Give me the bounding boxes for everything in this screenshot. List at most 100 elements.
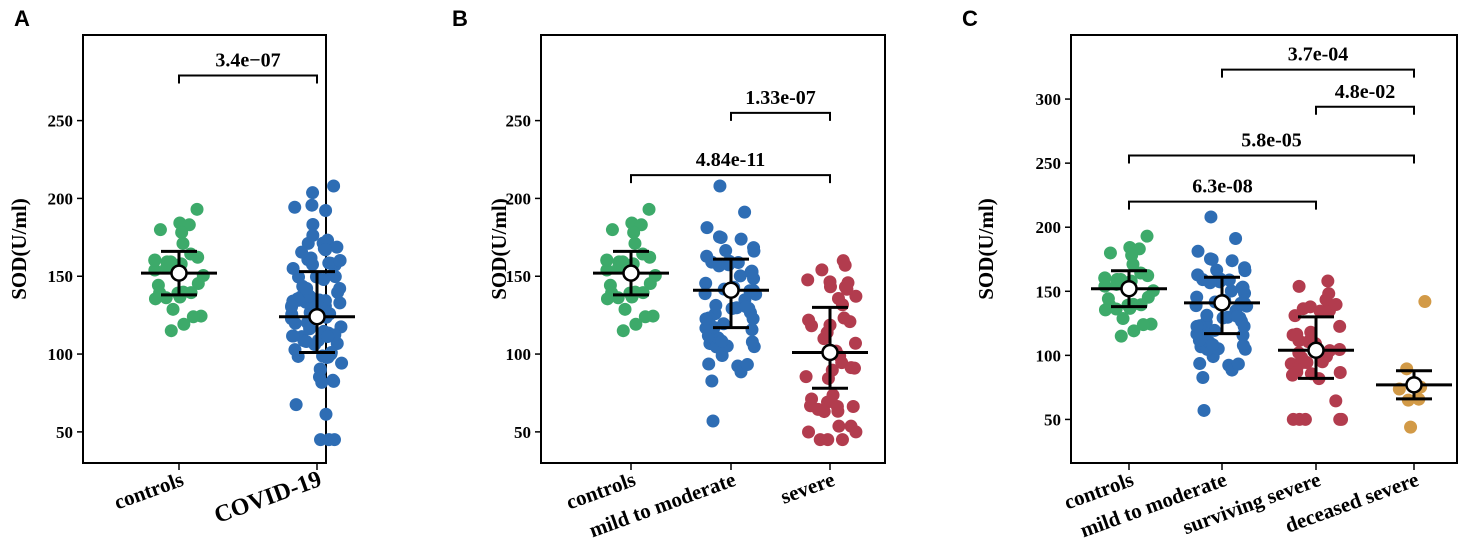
data-point bbox=[321, 330, 335, 344]
data-point bbox=[746, 312, 760, 326]
data-point bbox=[643, 276, 657, 290]
data-point bbox=[317, 273, 331, 287]
data-point bbox=[312, 370, 326, 384]
data-point bbox=[719, 244, 733, 258]
panel-letter: B bbox=[452, 6, 468, 31]
data-point bbox=[747, 244, 761, 258]
data-point bbox=[740, 358, 754, 372]
y-tick-label: 150 bbox=[506, 267, 532, 286]
data-point bbox=[820, 326, 834, 340]
data-point bbox=[330, 240, 344, 254]
data-point bbox=[1315, 355, 1329, 369]
data-point bbox=[843, 315, 857, 329]
data-point bbox=[319, 243, 333, 257]
data-point bbox=[835, 433, 849, 447]
mean-marker bbox=[821, 343, 839, 362]
x-category-label: severe bbox=[777, 467, 837, 509]
data-point bbox=[322, 256, 336, 270]
data-point bbox=[286, 329, 300, 343]
data-point bbox=[1298, 412, 1312, 426]
data-point bbox=[699, 321, 713, 335]
p-value-label: 5.8e-05 bbox=[1241, 129, 1302, 151]
data-point bbox=[304, 251, 318, 265]
data-point bbox=[306, 186, 320, 200]
significance-bracket bbox=[1221, 68, 1415, 78]
data-point bbox=[1103, 246, 1117, 260]
data-point bbox=[745, 335, 759, 349]
y-axis-title: SOD(U/ml) bbox=[974, 198, 998, 300]
data-point bbox=[699, 312, 713, 326]
y-tick-label: 200 bbox=[1036, 218, 1062, 237]
y-tick-label: 50 bbox=[514, 423, 531, 442]
data-point bbox=[184, 247, 198, 261]
data-point bbox=[1404, 420, 1418, 434]
data-point bbox=[817, 405, 831, 419]
data-point bbox=[835, 356, 849, 370]
data-point bbox=[305, 198, 319, 212]
data-point bbox=[712, 259, 726, 273]
data-point bbox=[849, 289, 863, 303]
data-point bbox=[1329, 394, 1343, 408]
data-point bbox=[699, 276, 713, 290]
data-point bbox=[1288, 309, 1302, 323]
data-point bbox=[1321, 274, 1335, 288]
data-point bbox=[813, 433, 827, 447]
data-point bbox=[823, 280, 837, 294]
data-point bbox=[299, 335, 313, 349]
p-value-label: 3.4e−07 bbox=[215, 49, 280, 71]
data-point bbox=[1236, 281, 1250, 295]
data-point bbox=[301, 236, 315, 250]
data-point bbox=[1222, 273, 1236, 287]
data-point bbox=[1400, 362, 1414, 376]
data-point bbox=[1231, 357, 1245, 371]
data-point bbox=[319, 203, 333, 217]
data-point bbox=[1136, 318, 1150, 332]
data-point bbox=[1200, 308, 1214, 322]
data-point bbox=[706, 414, 720, 428]
data-point bbox=[303, 322, 317, 336]
y-tick-label: 300 bbox=[1036, 90, 1062, 109]
data-point bbox=[600, 292, 614, 306]
data-point bbox=[284, 312, 298, 326]
panel-letter: A bbox=[14, 6, 30, 31]
data-point bbox=[333, 281, 347, 295]
y-tick-label: 100 bbox=[1036, 346, 1062, 365]
data-point bbox=[1285, 368, 1299, 382]
mean-marker bbox=[308, 307, 326, 326]
p-value-label: 1.33e-07 bbox=[745, 87, 816, 109]
mean-marker bbox=[1213, 294, 1231, 312]
data-point bbox=[840, 282, 854, 296]
data-point bbox=[191, 276, 205, 290]
y-tick-label: 200 bbox=[48, 189, 74, 208]
data-point bbox=[714, 231, 728, 245]
data-point bbox=[285, 299, 299, 313]
x-category-label: controls bbox=[111, 467, 187, 514]
y-tick-label: 50 bbox=[1044, 410, 1061, 429]
data-point bbox=[745, 265, 759, 279]
data-point bbox=[628, 236, 642, 250]
data-point bbox=[184, 286, 198, 300]
data-point bbox=[1304, 325, 1318, 339]
data-point bbox=[1191, 244, 1205, 258]
significance-bracket bbox=[1315, 105, 1415, 115]
data-point bbox=[1313, 304, 1327, 318]
data-point bbox=[1127, 324, 1141, 338]
data-point bbox=[1197, 403, 1211, 417]
data-point bbox=[175, 225, 189, 239]
data-point bbox=[177, 317, 191, 331]
data-point bbox=[802, 313, 816, 327]
data-point bbox=[846, 399, 860, 413]
data-point bbox=[148, 292, 162, 306]
data-point bbox=[600, 253, 614, 267]
data-point bbox=[327, 374, 341, 388]
significance-bracket bbox=[178, 74, 318, 84]
panel-a: A 50 100 150 200 250 SOD(U/ml) controls COVID-19… bbox=[7, 6, 355, 529]
data-point bbox=[1418, 295, 1432, 309]
data-point bbox=[1229, 231, 1243, 245]
mean-marker bbox=[722, 281, 740, 299]
data-point bbox=[288, 200, 302, 214]
data-point bbox=[164, 255, 178, 269]
data-point bbox=[847, 361, 861, 375]
